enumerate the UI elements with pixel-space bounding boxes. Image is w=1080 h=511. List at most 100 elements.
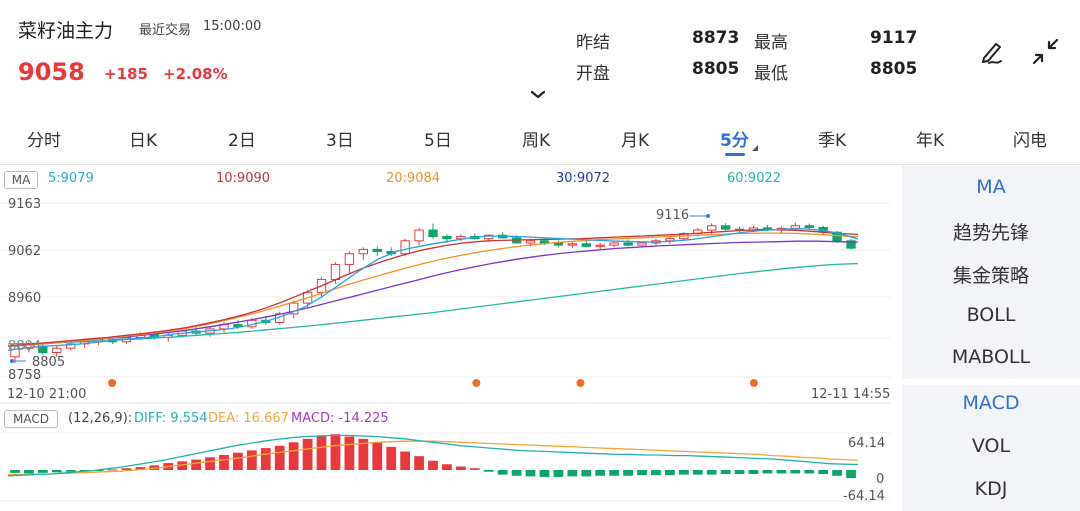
ma5-line (7, 228, 859, 352)
macd-histogram-bar (609, 470, 620, 476)
active-tab-indicator (725, 153, 745, 156)
price-axis-label: 9163 (8, 197, 42, 212)
macd-histogram-bar (748, 470, 759, 475)
macd-histogram-bar (720, 470, 731, 475)
macd-histogram-bar (386, 446, 397, 470)
prev-settle-label: 昨结 (576, 33, 610, 53)
open-label: 开盘 (576, 64, 610, 84)
tab-3-day[interactable]: 3日 (326, 131, 354, 151)
candle-body (330, 263, 341, 280)
macd-value: MACD: -14.225 (291, 411, 389, 426)
ma10-value: 10:9090 (216, 171, 271, 186)
ma20-line (7, 232, 859, 347)
ma30-value: 30:9072 (556, 171, 611, 186)
collapse-arrows-icon[interactable] (1030, 36, 1062, 68)
ma20-value: 20:9084 (386, 171, 441, 186)
price-axis-label: 8960 (8, 291, 42, 306)
tab-monthly-k[interactable]: 月K (621, 131, 650, 151)
tab-flash[interactable]: 闪电 (1013, 131, 1047, 151)
ma-indicator-badge[interactable]: MA (4, 171, 38, 189)
macd-histogram-bar (24, 470, 34, 474)
macd-histogram-bar (260, 448, 271, 470)
macd-histogram-bar (623, 470, 633, 476)
tab-yearly-k[interactable]: 年K (916, 131, 945, 151)
time-axis-start: 12-10 21:00 (7, 387, 87, 402)
macd-histogram-bar (177, 461, 188, 470)
macd-dea-value: DEA: 16.667 (208, 411, 289, 426)
tab-daily-k[interactable]: 日K (129, 131, 158, 151)
macd-axis-bottom: -64.14 (843, 489, 885, 504)
period-tabs: 分时 日K 2日 3日 5日 周K 月K 5分 季K 年K 闪电 (0, 118, 1080, 158)
macd-histogram-bar (539, 470, 550, 477)
tab-intraday[interactable]: 分时 (27, 131, 61, 151)
candle-body (52, 347, 62, 354)
macd-histogram-bar (581, 470, 592, 477)
open-value: 8805 (692, 59, 740, 79)
candle-body (539, 240, 550, 244)
high-marker-dot (706, 214, 710, 218)
last-price: 9058 (18, 58, 85, 86)
time-axis-end: 12-11 14:55 (811, 387, 891, 402)
macd-histogram-bar (51, 470, 62, 473)
macd-histogram-bar (65, 470, 76, 472)
macd-histogram-bar (191, 459, 201, 470)
candle-body (66, 343, 76, 349)
macd-histogram-bar (344, 436, 355, 470)
macd-histogram-bar (316, 435, 327, 470)
candle-body (288, 302, 299, 315)
candle-body (846, 240, 856, 249)
macd-histogram-bar (121, 468, 132, 470)
macd-indicator-badge[interactable]: MACD (4, 410, 58, 428)
candle-body (623, 242, 633, 246)
macd-histogram-bar (469, 468, 480, 470)
macd-histogram-bar (678, 470, 689, 475)
indicator-vol[interactable]: VOL (971, 435, 1011, 457)
tab-5-minute[interactable]: 5分 (720, 131, 749, 151)
low-marker-dot (10, 359, 14, 363)
tab-dropdown-icon[interactable] (752, 145, 758, 151)
macd-params: (12,26,9): (68, 411, 133, 426)
macd-histogram-bar (288, 442, 299, 470)
macd-histogram-bar (511, 470, 522, 476)
draw-pen-icon[interactable] (977, 36, 1009, 68)
macd-histogram-bar (483, 470, 494, 472)
tab-quarterly-k[interactable]: 季K (818, 131, 847, 151)
candle-body (665, 238, 675, 242)
candle-body (720, 225, 731, 230)
indicator-trend-pioneer[interactable]: 趋势先锋 (952, 222, 1029, 244)
macd-diff-value: DIFF: 9.554 (134, 411, 208, 426)
kline-chart[interactable] (0, 0, 900, 511)
macd-histogram-bar (107, 469, 118, 471)
macd-histogram-bar (37, 470, 48, 473)
indicator-fund-strategy[interactable]: 集金策略 (952, 265, 1029, 287)
macd-histogram-bar (219, 455, 229, 470)
macd-histogram-bar (330, 434, 341, 470)
macd-histogram-bar (428, 460, 438, 470)
candle-body (567, 243, 578, 246)
indicator-maboll[interactable]: MABOLL (951, 346, 1031, 368)
tab-2-day[interactable]: 2日 (228, 131, 256, 151)
indicator-macd[interactable]: MACD (962, 392, 1020, 414)
tab-weekly-k[interactable]: 周K (522, 131, 551, 151)
indicator-boll[interactable]: BOLL (966, 304, 1016, 326)
macd-histogram-bar (358, 438, 369, 470)
macd-histogram-bar (790, 470, 801, 474)
ma60-value: 60:9022 (727, 171, 782, 186)
indicator-kdj[interactable]: KDJ (974, 478, 1008, 500)
candle-body (609, 242, 619, 246)
tab-5-day[interactable]: 5日 (424, 131, 452, 151)
indicator-panel (902, 166, 1080, 511)
macd-histogram-bar (79, 470, 90, 472)
indicator-ma[interactable]: MA (976, 176, 1006, 198)
low-label: 最低 (754, 64, 788, 84)
expand-chevron-icon[interactable] (530, 86, 546, 99)
candle-body (442, 236, 452, 240)
macd-histogram-bar (595, 470, 606, 476)
macd-histogram-bar (665, 470, 675, 476)
candle-body (414, 229, 424, 242)
candle-body (400, 240, 410, 255)
candle-body (344, 253, 355, 265)
ma10-line (7, 228, 859, 347)
macd-histogram-bar (497, 470, 508, 475)
candle-body (525, 240, 536, 244)
